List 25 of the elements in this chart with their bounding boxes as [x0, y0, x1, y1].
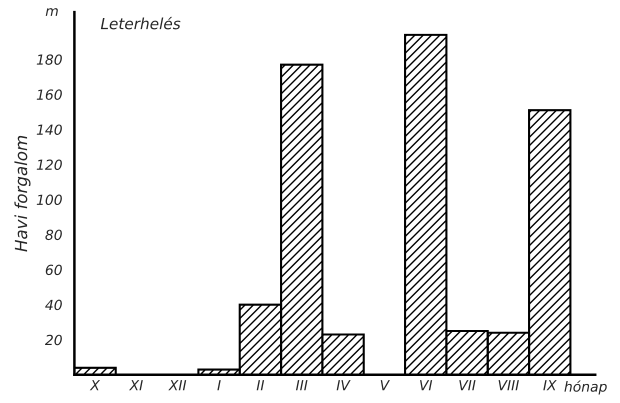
x-tick-label: VII: [459, 380, 476, 390]
x-tick-label: XI: [129, 380, 143, 390]
text: m: [46, 8, 58, 16]
x-tick-label: VI: [420, 380, 432, 390]
y-tick-label: 180: [36, 54, 62, 65]
y-tick-label: 60: [46, 264, 62, 276]
chart-title: Leterhelés: [100, 16, 180, 30]
y-tick-label: 100: [36, 194, 62, 206]
y-tick-label: 140: [36, 124, 62, 135]
y-tick-label: 120: [36, 160, 62, 170]
x-tick-label: I: [217, 380, 221, 390]
x-tick-label: XII: [168, 380, 186, 390]
y-tick-label: 40: [45, 300, 62, 310]
x-axis-title: hónap: [564, 380, 607, 394]
x-tick-label: X: [90, 380, 100, 390]
y-tick-label: 20: [44, 334, 62, 346]
x-tick-label: VIII: [498, 380, 519, 390]
x-tick-label: III: [296, 380, 308, 390]
x-tick-label: IV: [336, 380, 351, 390]
x-tick-label: V: [380, 380, 390, 390]
x-tick-label: IX: [543, 380, 557, 390]
y-tick-label: 80: [45, 230, 62, 240]
y-tick-label: 160: [36, 89, 62, 100]
x-tick-label: II: [256, 380, 264, 390]
y-axis-title: Havi forgalom: [14, 136, 31, 252]
